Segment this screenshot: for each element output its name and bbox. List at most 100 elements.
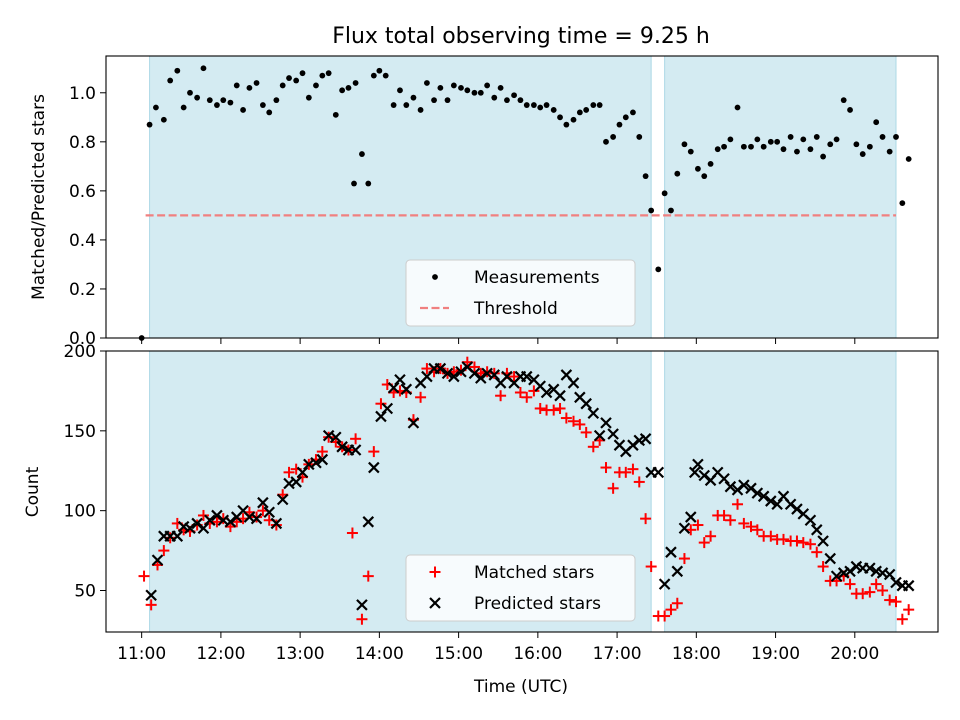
- count-series-2-point-47: [448, 370, 460, 383]
- count-series-2-point-69-b: [593, 429, 606, 442]
- count-series-1-point-58: [508, 371, 520, 383]
- ratio-series-1-point-54: [484, 82, 491, 89]
- ratio-series-1-point-27: [313, 82, 319, 89]
- ratio-series-1-point-69: [583, 107, 590, 113]
- ratio-series-1-point-84: [681, 141, 688, 148]
- count-series-2-point-53-b: [488, 369, 501, 381]
- count-series-2-point-117: [902, 579, 915, 592]
- count-series-2-point-80: [665, 546, 677, 558]
- count-panel-points: [138, 356, 915, 625]
- ratio-series-1-point-111: [859, 151, 866, 157]
- count-series-2-point-10: [204, 514, 216, 527]
- count-series-1-point-23: [283, 466, 295, 478]
- count-series-1-point-65: [554, 402, 566, 414]
- count-series-2-point-9-b: [197, 522, 210, 534]
- count-series-2-point-26-b: [310, 456, 322, 469]
- ratio-series-1-point-16: [240, 107, 246, 113]
- ratio-series-1-point-100: [787, 134, 794, 140]
- count-x-tick-label-10: 20:00: [830, 644, 879, 664]
- count-series-1-point-88: [705, 530, 717, 542]
- count-series-2-point-49-b: [461, 361, 474, 373]
- ratio-series-1-point-93: [740, 143, 747, 150]
- count-series-1-point-52: [468, 361, 480, 373]
- ratio-legend-label-2: Threshold: [473, 299, 558, 319]
- count-series-1-point-55: [488, 367, 500, 379]
- count-x-tick-label-1: 11:00: [117, 644, 166, 664]
- ratio-series-1-point-95: [754, 136, 761, 143]
- count-x-tick-label-7: 17:00: [593, 644, 642, 664]
- count-series-2-point-11-b: [211, 509, 223, 522]
- count-series-2-point-6-b: [177, 520, 190, 533]
- ratio-series-1-point-47: [437, 84, 444, 91]
- count-series-2-point-90-b: [724, 480, 737, 493]
- count-series-2-point-70-b: [600, 417, 612, 429]
- count-series-2-point-92-b: [738, 479, 750, 491]
- count-series-2-point-27-b: [316, 453, 329, 466]
- ratio-y-tick-label-3: 0.4: [69, 231, 96, 251]
- count-series-1-point-38: [375, 398, 387, 410]
- count-series-2-point-104: [817, 535, 829, 547]
- ratio-series-1-point-86: [695, 165, 701, 172]
- count-series-2-point-35-b: [368, 461, 380, 474]
- count-series-2-point-69: [593, 429, 606, 442]
- count-series-2-point-37-b: [381, 402, 394, 415]
- ratio-series-1-point-109: [847, 107, 853, 113]
- ratio-series-1-point-43: [410, 94, 417, 101]
- count-series-2-point-106-b: [830, 570, 843, 582]
- count-series-2-point-61: [540, 386, 553, 399]
- count-series-1-point-29: [323, 431, 335, 443]
- ratio-y-tick-label-6: 1.0: [69, 84, 96, 104]
- ratio-y-tick-label-5: 0.8: [69, 133, 96, 153]
- count-axes-frame: [105, 350, 939, 633]
- count-series-2-point-8-b: [191, 517, 203, 530]
- count-series-1-point-78: [640, 513, 652, 525]
- count-series-2-point-10-b: [204, 514, 216, 527]
- count-series-2-point-78-b: [652, 466, 665, 479]
- ratio-series-1-point-76: [630, 109, 636, 116]
- count-series-2-point-32-b: [349, 444, 362, 456]
- count-series-2-point-85: [692, 458, 704, 471]
- ratio-series-1-point-42: [403, 102, 410, 108]
- count-series-1-point-36: [362, 570, 374, 582]
- count-series-2-point-76-b: [639, 433, 652, 445]
- count-series-1-point-60: [521, 391, 533, 403]
- ratio-series-1-point-21: [273, 97, 280, 104]
- count-series-2-point-67-b: [580, 397, 592, 410]
- count-series-1-point-68: [574, 418, 586, 430]
- ratio-legend-key-1: [432, 274, 438, 280]
- count-series-2-point-63: [554, 389, 566, 402]
- ratio-series-1-point-4: [160, 116, 167, 123]
- ratio-series-1-point-65: [557, 114, 563, 121]
- count-series-1-point-97: [765, 530, 777, 542]
- ratio-series-1-point-9: [194, 94, 201, 101]
- ratio-series-1-point-7: [180, 104, 187, 111]
- count-series-2-point-86-b: [698, 469, 711, 482]
- count-x-tick-label-3: 13:00: [276, 644, 325, 664]
- count-series-1-point-81: [659, 610, 671, 622]
- ratio-series-1-point-94: [748, 143, 754, 150]
- ratio-series-1-point-91: [727, 136, 734, 143]
- ratio-series-1-point-11: [206, 97, 213, 104]
- count-legend: Matched stars Predicted stars: [405, 554, 636, 622]
- count-series-1-point-72: [600, 462, 612, 474]
- count-x-tick-label-9: 19:00: [751, 644, 800, 664]
- ratio-series-1-point-101: [794, 148, 800, 155]
- ratio-series-1-point-64: [550, 107, 557, 113]
- ratio-series-1-point-112: [866, 143, 873, 150]
- count-series-2-point-68-b: [587, 407, 600, 420]
- count-series-1-point-33: [350, 433, 362, 445]
- count-series-2-point-59-b: [528, 373, 540, 386]
- ratio-series-1-point-26: [305, 94, 312, 101]
- count-series-1-point-44: [415, 391, 427, 403]
- ratio-series-1-point-66: [563, 121, 570, 128]
- count-panel: 11:00 12:00 13:00 14:00 15:00 16:00 17:00 18:00…: [23, 342, 939, 697]
- count-legend-key-2: [429, 597, 441, 609]
- ratio-series-1-point-25: [299, 70, 306, 77]
- count-series-1-point-76: [627, 463, 639, 475]
- count-series-1-point-67: [568, 415, 580, 427]
- ratio-series-1-point-22: [279, 82, 286, 89]
- count-series-2-point-98-b: [777, 490, 790, 503]
- count-series-2-point-46: [441, 367, 454, 380]
- ratio-series-1-point-19: [259, 102, 266, 108]
